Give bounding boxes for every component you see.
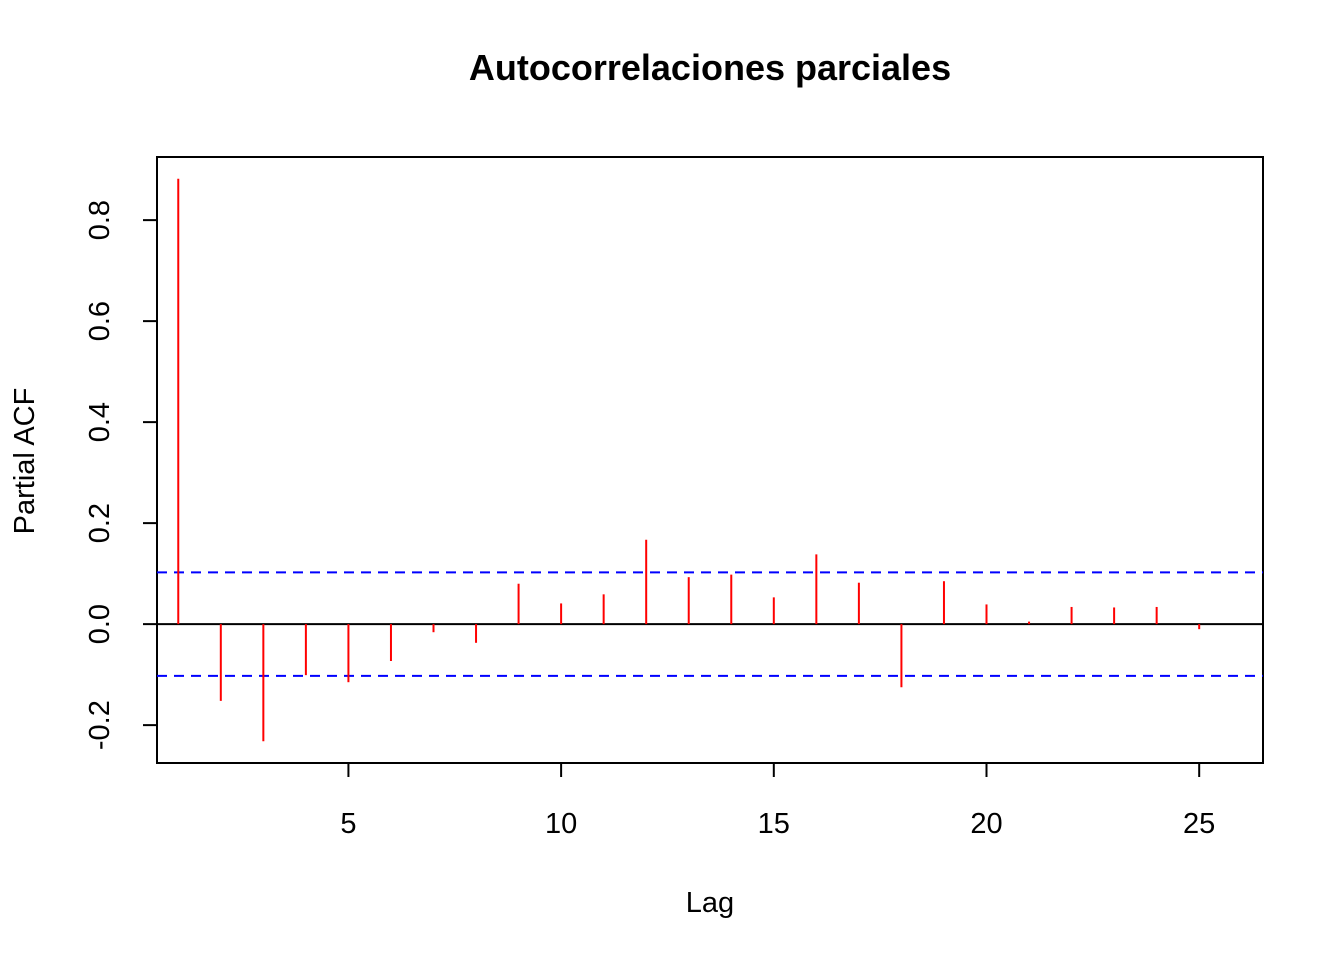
y-axis-label: Partial ACF — [9, 388, 41, 535]
x-tick-label: 10 — [545, 808, 577, 840]
x-tick-label: 15 — [758, 808, 790, 840]
pacf-bars — [177, 178, 1201, 742]
x-tick-label: 5 — [340, 808, 356, 840]
y-tick-label: -0.2 — [84, 700, 116, 750]
y-tick-label: 0.8 — [84, 200, 116, 240]
plot-frame — [156, 156, 1264, 764]
y-tick-label: 0.0 — [84, 604, 116, 644]
x-tick-label: 20 — [970, 808, 1002, 840]
x-axis-label: Lag — [686, 887, 734, 919]
chart-title: Autocorrelaciones parciales — [469, 47, 951, 88]
x-axis: 5 10 15 20 25 — [340, 763, 1215, 840]
confidence-lines — [157, 571, 1263, 677]
y-tick-label: 0.4 — [84, 402, 116, 442]
y-tick-label: 0.2 — [84, 503, 116, 543]
y-tick-label: 0.6 — [84, 301, 116, 341]
y-axis: -0.2 0.0 0.2 0.4 0.6 0.8 — [84, 200, 157, 750]
x-tick-label: 25 — [1183, 808, 1215, 840]
